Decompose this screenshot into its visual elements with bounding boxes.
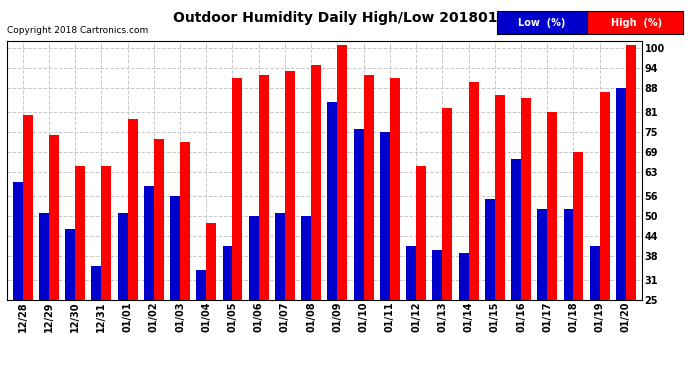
Bar — [573, 152, 584, 300]
Bar — [180, 142, 190, 300]
Bar — [302, 216, 311, 300]
Bar — [459, 253, 469, 300]
Bar — [337, 45, 347, 300]
Bar — [626, 45, 636, 300]
Bar — [442, 108, 453, 300]
Bar — [285, 72, 295, 300]
Bar — [75, 166, 85, 300]
Bar — [390, 78, 400, 300]
Bar — [485, 199, 495, 300]
Bar — [65, 230, 75, 300]
Bar — [12, 182, 23, 300]
Bar — [311, 65, 321, 300]
Bar — [144, 186, 154, 300]
Bar — [222, 246, 233, 300]
Bar — [564, 209, 573, 300]
Bar — [380, 132, 390, 300]
Bar — [328, 102, 337, 300]
Bar — [39, 213, 49, 300]
Text: Copyright 2018 Cartronics.com: Copyright 2018 Cartronics.com — [7, 26, 148, 35]
Bar — [206, 223, 216, 300]
Bar — [101, 166, 111, 300]
Bar — [364, 75, 373, 300]
Bar — [170, 196, 180, 300]
Bar — [128, 118, 137, 300]
Bar — [275, 213, 285, 300]
Bar — [354, 129, 364, 300]
Bar — [521, 98, 531, 300]
Bar — [233, 78, 242, 300]
Text: Outdoor Humidity Daily High/Low 20180121: Outdoor Humidity Daily High/Low 20180121 — [173, 11, 517, 25]
Bar — [616, 88, 626, 300]
Bar — [590, 246, 600, 300]
Text: High  (%): High (%) — [611, 18, 662, 27]
Bar — [154, 139, 164, 300]
Bar — [259, 75, 268, 300]
Bar — [249, 216, 259, 300]
Bar — [416, 166, 426, 300]
Bar — [406, 246, 416, 300]
Bar — [469, 82, 479, 300]
Bar — [23, 115, 32, 300]
Text: Low  (%): Low (%) — [518, 18, 565, 27]
Bar — [49, 135, 59, 300]
Bar — [547, 112, 558, 300]
Bar — [196, 270, 206, 300]
Bar — [91, 266, 101, 300]
Bar — [600, 92, 610, 300]
Bar — [117, 213, 128, 300]
Bar — [495, 95, 505, 300]
Bar — [538, 209, 547, 300]
Bar — [433, 250, 442, 300]
Bar — [511, 159, 521, 300]
